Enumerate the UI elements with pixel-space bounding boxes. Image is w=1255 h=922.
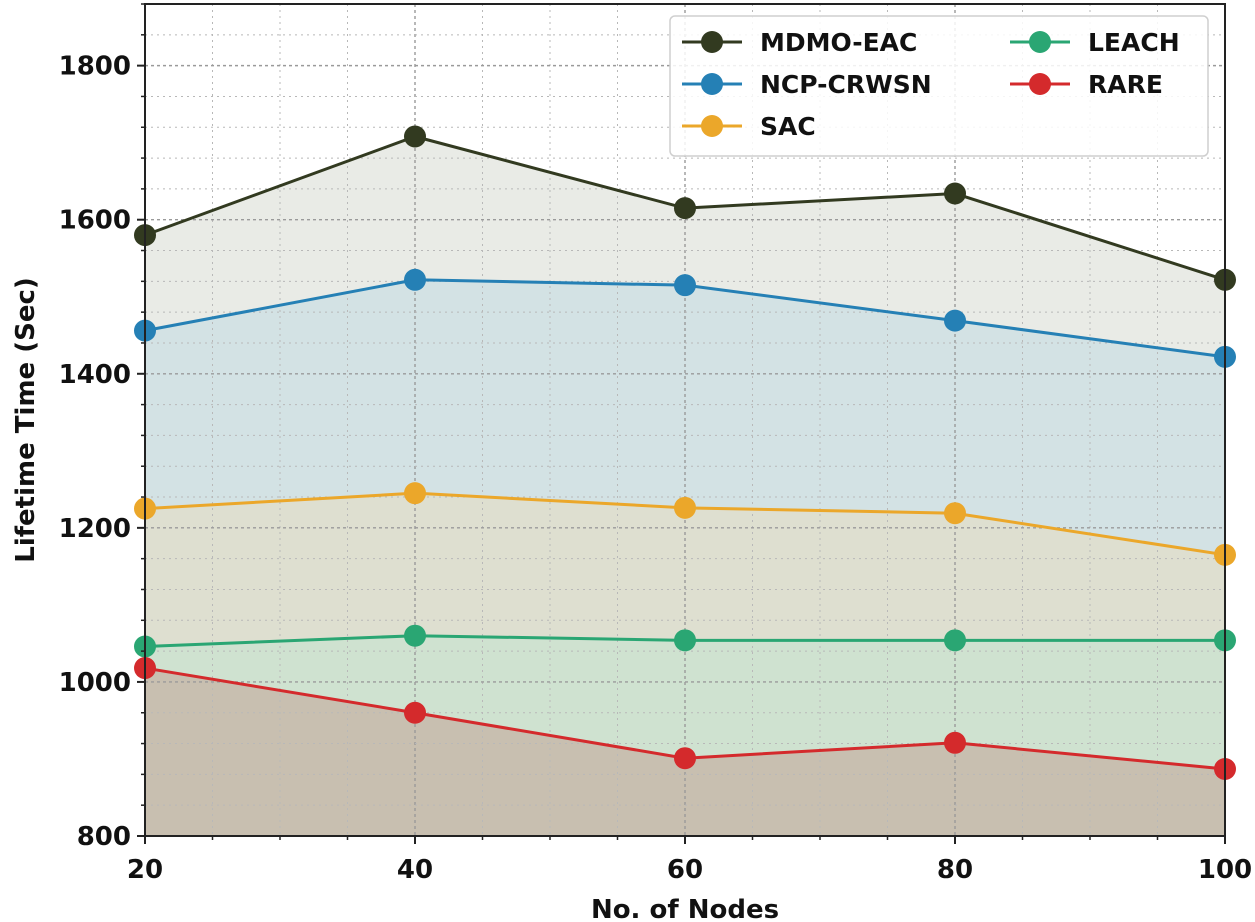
x-tick-label: 60 bbox=[667, 855, 703, 885]
data-point-rare bbox=[674, 747, 696, 770]
data-point-rare bbox=[404, 701, 426, 724]
legend-label-rare: RARE bbox=[1088, 70, 1163, 99]
legend-marker-rare bbox=[1029, 73, 1051, 95]
data-point-sac bbox=[944, 502, 966, 525]
y-tick-label: 1600 bbox=[59, 206, 131, 236]
legend-label-ncp-crwsn: NCP-CRWSN bbox=[760, 70, 932, 99]
y-tick-label: 1400 bbox=[59, 360, 131, 390]
data-point-sac bbox=[404, 482, 426, 505]
legend-entry-rare: RARE bbox=[1010, 70, 1163, 99]
legend-marker-mdmo-eac bbox=[701, 31, 723, 53]
legend-label-leach: LEACH bbox=[1088, 28, 1180, 57]
y-tick-label: 800 bbox=[77, 822, 131, 852]
legend-label-sac: SAC bbox=[760, 112, 816, 141]
data-point-leach bbox=[944, 629, 966, 652]
data-point-leach bbox=[674, 629, 696, 652]
legend-entry-ncp-crwsn: NCP-CRWSN bbox=[682, 70, 932, 99]
area-rare bbox=[145, 668, 1225, 836]
grid bbox=[144, 3, 1226, 837]
axis-ticks: 20 40 60 80 100 800 1000 1200 1400 1600 1800 bbox=[59, 3, 1252, 885]
data-point-sac bbox=[674, 496, 696, 519]
data-point-ncp-crwsn bbox=[674, 274, 696, 297]
legend: MDMO-EAC NCP-CRWSN SAC LEACH RARE bbox=[669, 15, 1209, 157]
data-point-ncp-crwsn bbox=[944, 309, 966, 332]
y-tick-label: 1800 bbox=[59, 52, 131, 82]
legend-marker-sac bbox=[701, 115, 723, 137]
y-tick-label: 1000 bbox=[59, 668, 131, 698]
x-tick-label: 100 bbox=[1198, 855, 1252, 885]
data-point-mdmo-eac bbox=[674, 197, 696, 220]
data-point-rare bbox=[944, 731, 966, 754]
data-point-mdmo-eac bbox=[944, 182, 966, 205]
data-point-ncp-crwsn bbox=[404, 268, 426, 291]
x-tick-label: 80 bbox=[937, 855, 973, 885]
legend-marker-leach bbox=[1029, 31, 1051, 53]
data-point-leach bbox=[404, 624, 426, 647]
legend-entry-sac: SAC bbox=[682, 112, 816, 141]
legend-label-mdmo-eac: MDMO-EAC bbox=[760, 28, 917, 57]
x-tick-label: 20 bbox=[127, 855, 163, 885]
x-axis-label: No. of Nodes bbox=[591, 895, 779, 922]
y-axis-label: Lifetime Time (Sec) bbox=[11, 277, 41, 563]
legend-entry-mdmo-eac: MDMO-EAC bbox=[682, 28, 917, 57]
y-tick-label: 1200 bbox=[59, 514, 131, 544]
legend-box bbox=[669, 15, 1209, 157]
legend-entry-leach: LEACH bbox=[1010, 28, 1180, 57]
x-tick-label: 40 bbox=[397, 855, 433, 885]
legend-marker-ncp-crwsn bbox=[701, 73, 723, 95]
data-point-mdmo-eac bbox=[404, 125, 426, 148]
